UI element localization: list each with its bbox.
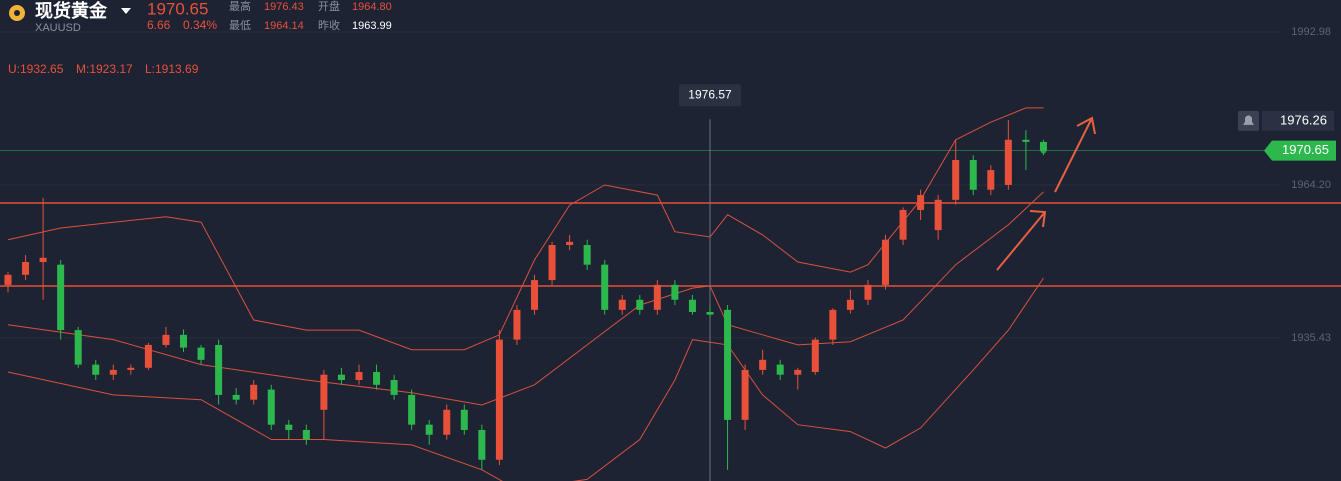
candle-body bbox=[566, 241, 574, 246]
candle-body bbox=[706, 311, 714, 315]
candle-body bbox=[794, 369, 802, 375]
candle-body bbox=[636, 299, 644, 310]
symbol-icon-core bbox=[14, 10, 20, 16]
candle-body bbox=[1039, 141, 1047, 151]
candle-body bbox=[1022, 139, 1030, 142]
candle-body bbox=[583, 245, 591, 265]
candle-body bbox=[829, 309, 837, 340]
quote-price: 1970.65 bbox=[147, 0, 208, 18]
plot-area: 1992.98 1964.20 1935.43 1976.57 1976.26 1970.… bbox=[0, 26, 1341, 481]
candle-body bbox=[513, 309, 521, 340]
candle-body bbox=[864, 284, 872, 300]
candle-body bbox=[882, 239, 889, 285]
candle-body bbox=[969, 159, 977, 190]
candle-body bbox=[601, 264, 609, 310]
indicator-label: U:1932.65 bbox=[8, 62, 64, 76]
y-tick-label: 1935.43 bbox=[1291, 332, 1331, 344]
indicator-label: L:1913.69 bbox=[145, 62, 199, 76]
alert-price-label: 1976.26 bbox=[1280, 112, 1327, 127]
candle-body bbox=[495, 339, 503, 460]
crosshair-label: 1976.57 bbox=[688, 87, 732, 101]
field-label: 最低 bbox=[229, 19, 251, 32]
candle-body bbox=[162, 334, 170, 345]
arrow bbox=[996, 210, 1047, 271]
dropdown-arrow[interactable] bbox=[121, 8, 131, 14]
quote-change-pct: 0.34% bbox=[183, 18, 217, 32]
candle-body bbox=[337, 374, 345, 381]
candle-body bbox=[74, 330, 82, 365]
last-price-tag bbox=[1264, 140, 1336, 161]
candle-body bbox=[460, 409, 468, 430]
candle-body bbox=[197, 347, 205, 360]
last-price-label: 1970.65 bbox=[1282, 142, 1329, 157]
candle-body bbox=[671, 284, 679, 300]
subtitle: XAUUSD bbox=[35, 22, 81, 34]
alert-bell bbox=[1243, 115, 1254, 125]
candle-body bbox=[653, 284, 661, 310]
quote-change: 6.66 bbox=[147, 18, 171, 32]
candle-body bbox=[443, 409, 451, 435]
candle-body bbox=[285, 424, 293, 430]
last-price-dot bbox=[1040, 147, 1047, 154]
bollinger-band bbox=[7, 191, 1044, 406]
candle-body bbox=[355, 372, 363, 381]
candle-body bbox=[22, 262, 30, 275]
candle-body bbox=[425, 424, 433, 435]
candle-body bbox=[934, 199, 942, 231]
field-value: 1963.99 bbox=[352, 20, 392, 32]
title[interactable]: 现货黄金 bbox=[35, 0, 108, 21]
candle-body bbox=[741, 369, 749, 420]
candle-body bbox=[776, 364, 784, 375]
y-tick-label: 1964.20 bbox=[1291, 179, 1331, 191]
candle-body bbox=[144, 344, 152, 368]
field-label: 最高 bbox=[229, 0, 251, 13]
candle-body bbox=[373, 372, 381, 385]
candle-body bbox=[531, 280, 538, 310]
candle-body bbox=[57, 264, 65, 331]
field-value: 1976.43 bbox=[264, 1, 304, 13]
candle-body bbox=[39, 257, 47, 263]
indicator-label: M:1923.17 bbox=[76, 62, 133, 76]
candle-body bbox=[267, 389, 275, 425]
candle-body bbox=[917, 195, 925, 210]
candle-body bbox=[899, 209, 907, 240]
y-tick-label: 1992.98 bbox=[1291, 26, 1331, 38]
alert-price-box bbox=[1262, 110, 1334, 131]
candle-body bbox=[952, 159, 960, 200]
candle-body bbox=[127, 367, 135, 370]
candle-body bbox=[390, 380, 398, 395]
candle-body bbox=[408, 394, 416, 425]
candle-body bbox=[759, 359, 767, 370]
field-value: 1964.80 bbox=[352, 1, 392, 13]
candle-body bbox=[250, 384, 258, 400]
candle-body bbox=[109, 369, 117, 375]
candle-body bbox=[478, 429, 486, 460]
candle-body bbox=[688, 299, 696, 312]
candle-body bbox=[987, 170, 995, 190]
arrow bbox=[1054, 116, 1096, 193]
candle-body bbox=[215, 344, 223, 395]
candle-body bbox=[92, 364, 100, 375]
candle-body bbox=[548, 245, 556, 281]
trend-arrows bbox=[996, 116, 1096, 271]
candle-body bbox=[618, 299, 626, 310]
candle-body bbox=[1004, 139, 1012, 185]
candle-body bbox=[302, 429, 310, 440]
candle-body bbox=[724, 309, 732, 420]
candle-body bbox=[4, 274, 12, 285]
field-value: 1964.14 bbox=[264, 20, 304, 32]
candle-body bbox=[811, 339, 819, 373]
candle-body bbox=[180, 334, 187, 348]
field-label: 昨收 bbox=[318, 18, 340, 32]
field-label: 开盘 bbox=[318, 0, 340, 13]
candle-body bbox=[320, 374, 328, 410]
crosshair-label-box bbox=[679, 84, 741, 107]
candle-body bbox=[232, 394, 240, 400]
candle-body bbox=[846, 299, 854, 310]
